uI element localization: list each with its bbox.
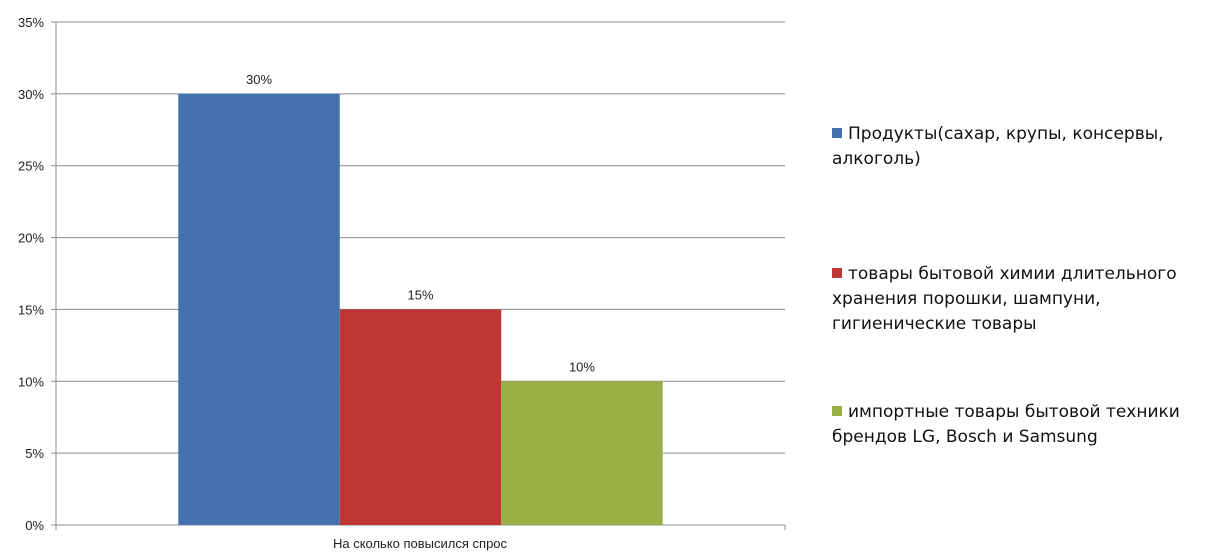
y-tick-label: 0% <box>25 518 44 533</box>
y-tick-label: 10% <box>18 374 44 389</box>
bar-series-1 <box>339 309 502 525</box>
data-label-series-0: 30% <box>246 72 272 87</box>
legend-swatch-blue <box>832 128 842 138</box>
bars <box>178 93 663 525</box>
y-tick-labels: 0% 5% 10% 15% 20% 25% 30% 35% <box>18 15 44 533</box>
y-tick-label: 5% <box>25 446 44 461</box>
bar-series-0 <box>178 93 340 525</box>
bar-series-2 <box>501 381 663 525</box>
legend-swatch-green <box>832 406 842 416</box>
y-tick-label: 25% <box>18 159 44 174</box>
y-tick-label: 20% <box>18 231 44 246</box>
x-category-label: На сколько повысился спрос <box>333 536 508 551</box>
y-tick-label: 30% <box>18 87 44 102</box>
legend-item-appliances: импортные товары бытовой техники брендов… <box>832 400 1212 450</box>
y-tick-label: 15% <box>18 302 44 317</box>
data-label-series-1: 15% <box>407 287 433 302</box>
y-tick-label: 35% <box>18 15 44 30</box>
legend-item-household-chemicals: товары бытовой химии длительного хранени… <box>832 262 1212 337</box>
legend-item-products: Продукты(сахар, крупы, консервы, алкогол… <box>832 122 1212 172</box>
legend-swatch-red <box>832 268 842 278</box>
legend-label: товары бытовой химии длительного хранени… <box>832 264 1177 334</box>
legend-label: Продукты(сахар, крупы, консервы, алкогол… <box>832 124 1164 169</box>
data-label-series-2: 10% <box>569 359 595 374</box>
legend-label: импортные товары бытовой техники брендов… <box>832 402 1180 447</box>
data-labels: 30% 15% 10% <box>246 72 595 374</box>
